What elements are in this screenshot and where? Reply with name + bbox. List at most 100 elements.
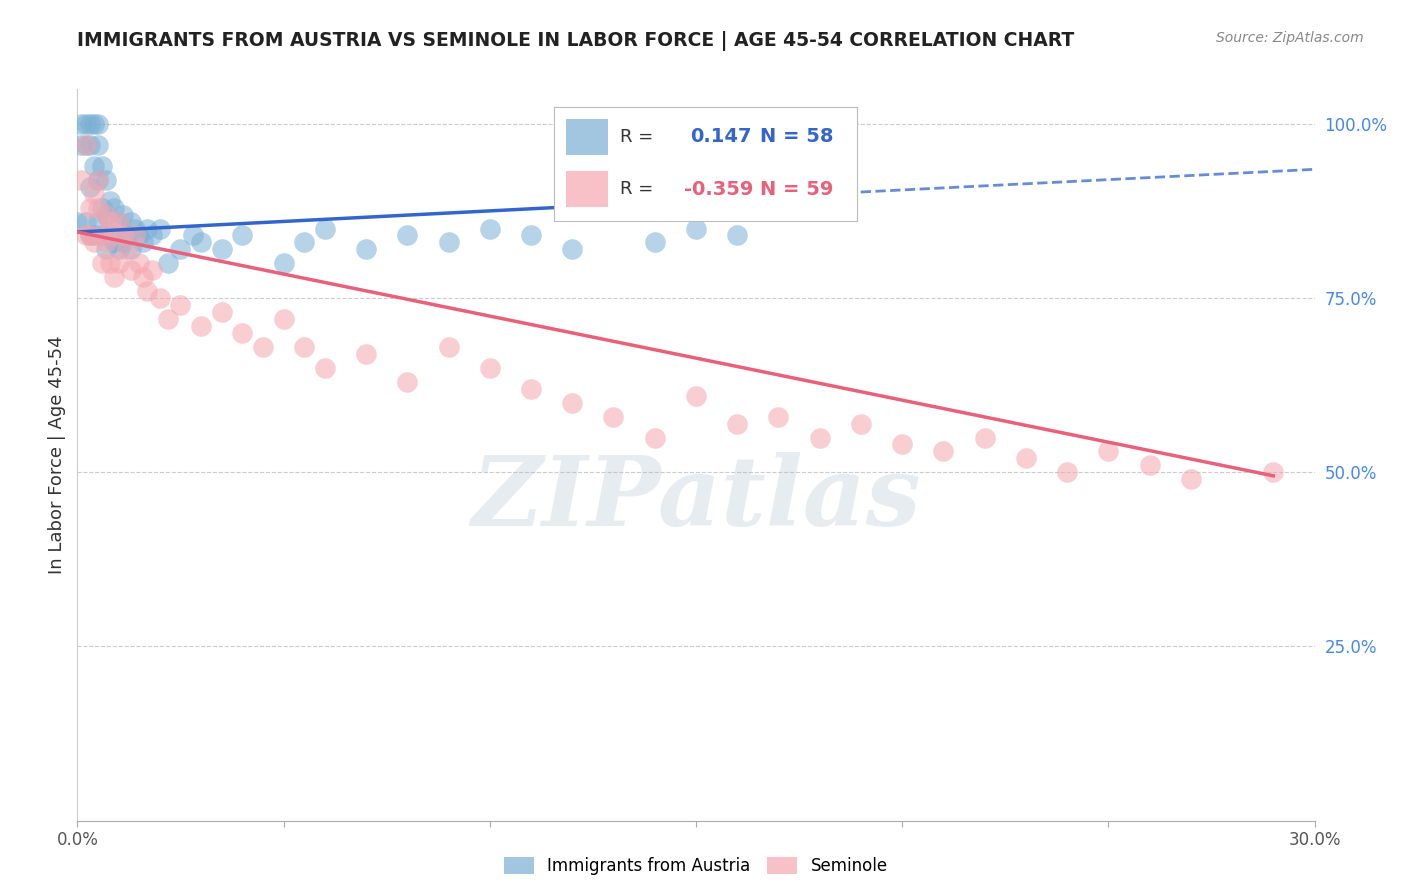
Point <box>98 256 121 270</box>
Point <box>120 214 142 228</box>
Point <box>83 235 105 250</box>
Point <box>808 430 831 444</box>
Point <box>91 159 114 173</box>
Point <box>79 117 101 131</box>
Point <box>768 409 790 424</box>
Point <box>75 214 97 228</box>
Point <box>354 347 377 361</box>
Point <box>602 409 624 424</box>
Point <box>96 208 118 222</box>
Point <box>1015 451 1038 466</box>
Point <box>1263 466 1285 480</box>
Point <box>169 243 191 257</box>
Point <box>91 228 114 243</box>
Point <box>70 173 93 187</box>
Point <box>66 214 89 228</box>
Point <box>273 312 295 326</box>
Text: Source: ZipAtlas.com: Source: ZipAtlas.com <box>1216 31 1364 45</box>
Point <box>75 228 97 243</box>
Point <box>292 340 315 354</box>
Point <box>141 263 163 277</box>
Point <box>190 319 212 334</box>
Point <box>75 137 97 152</box>
Point <box>91 228 114 243</box>
Point <box>83 186 105 201</box>
Point <box>478 360 501 375</box>
Point <box>107 214 129 228</box>
Point <box>103 201 125 215</box>
Point <box>75 117 97 131</box>
Legend: Immigrants from Austria, Seminole: Immigrants from Austria, Seminole <box>498 850 894 882</box>
Point <box>87 117 110 131</box>
Point <box>644 235 666 250</box>
Point <box>561 395 583 409</box>
Point <box>96 208 118 222</box>
Point <box>520 228 543 243</box>
Point <box>314 360 336 375</box>
Point <box>231 326 253 340</box>
Point <box>1056 466 1078 480</box>
Point <box>211 305 233 319</box>
Point <box>83 159 105 173</box>
Point <box>87 137 110 152</box>
Point <box>1180 472 1202 486</box>
Point <box>98 194 121 208</box>
Point <box>478 221 501 235</box>
Point <box>157 312 180 326</box>
Point <box>354 243 377 257</box>
Point <box>111 208 134 222</box>
Point <box>79 201 101 215</box>
Point <box>136 221 159 235</box>
Point <box>107 256 129 270</box>
Point <box>79 228 101 243</box>
Point <box>103 270 125 285</box>
Point <box>79 179 101 194</box>
Point <box>107 214 129 228</box>
Point <box>87 173 110 187</box>
Point <box>98 214 121 228</box>
Point <box>96 173 118 187</box>
Point <box>83 117 105 131</box>
Point <box>111 235 134 250</box>
Point <box>396 375 419 389</box>
Point <box>725 417 748 431</box>
Point <box>169 298 191 312</box>
Point <box>1139 458 1161 473</box>
Point <box>292 235 315 250</box>
Point <box>103 235 125 250</box>
Point <box>132 235 155 250</box>
Point <box>70 117 93 131</box>
Point <box>70 137 93 152</box>
Point <box>103 228 125 243</box>
Point <box>79 228 101 243</box>
Point <box>231 228 253 243</box>
Point <box>314 221 336 235</box>
Point <box>120 263 142 277</box>
Point <box>96 235 118 250</box>
Point <box>87 201 110 215</box>
Point <box>79 137 101 152</box>
Point <box>932 444 955 458</box>
Point <box>120 243 142 257</box>
Point <box>561 243 583 257</box>
Point <box>87 173 110 187</box>
Point <box>132 270 155 285</box>
Point <box>107 243 129 257</box>
Point <box>849 417 872 431</box>
Point <box>128 228 150 243</box>
Point <box>87 214 110 228</box>
Point <box>685 389 707 403</box>
Text: IMMIGRANTS FROM AUSTRIA VS SEMINOLE IN LABOR FORCE | AGE 45-54 CORRELATION CHART: IMMIGRANTS FROM AUSTRIA VS SEMINOLE IN L… <box>77 31 1074 51</box>
Point <box>252 340 274 354</box>
Point <box>685 221 707 235</box>
Point <box>273 256 295 270</box>
Point <box>149 221 172 235</box>
Text: ZIPatlas: ZIPatlas <box>471 452 921 546</box>
Point <box>91 201 114 215</box>
Point <box>1097 444 1119 458</box>
Point <box>91 256 114 270</box>
Point <box>128 256 150 270</box>
Point <box>520 382 543 396</box>
Point <box>437 235 460 250</box>
Point <box>149 291 172 305</box>
